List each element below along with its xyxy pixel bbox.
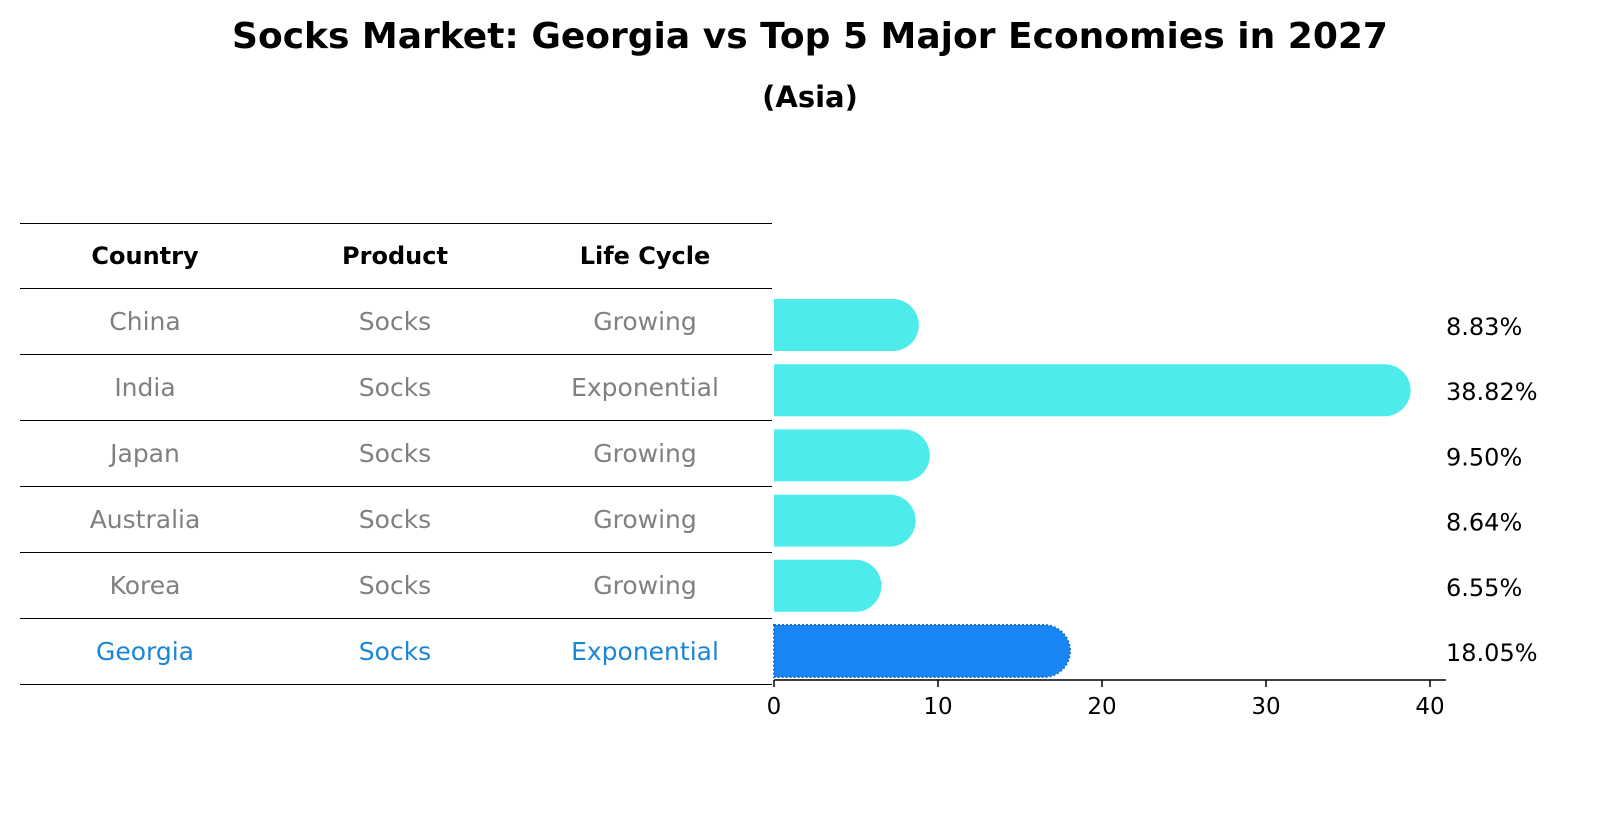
bar-chart: 8.83% 38.82% 9.50% 8.64% 6.55% 18.05% 0 10 20 30 4… <box>767 299 1538 720</box>
data-label: 38.82% <box>1446 378 1538 406</box>
product-cell: Socks <box>358 571 432 600</box>
bar <box>774 494 916 547</box>
table-header-row: Country Product Life Cycle <box>20 223 772 289</box>
chart-subtitle: (Asia) <box>762 80 858 114</box>
table-row-highlighted: Georgia Socks Exponential <box>20 619 772 685</box>
table-row: Korea Socks Growing <box>20 553 772 619</box>
data-table: Country Product Life Cycle China Socks G… <box>20 223 772 685</box>
bar <box>774 364 1411 417</box>
table-row: China Socks Growing <box>20 289 772 355</box>
x-tick-label: 40 <box>1415 694 1444 720</box>
x-tick-label: 20 <box>1087 694 1116 720</box>
table-row: India Socks Exponential <box>20 355 772 421</box>
bar <box>773 624 1072 678</box>
country-cell: Australia <box>89 505 201 534</box>
x-tick-label: 30 <box>1251 694 1280 720</box>
bar <box>774 429 930 482</box>
product-cell: Socks <box>358 505 432 534</box>
table-row: Japan Socks Growing <box>20 421 772 487</box>
product-cell: Socks <box>358 373 432 402</box>
life-cycle-cell: Growing <box>593 307 697 336</box>
header-life-cycle: Life Cycle <box>579 242 711 270</box>
country-cell: China <box>109 307 181 336</box>
life-cycle-cell: Growing <box>593 439 697 468</box>
bar <box>774 299 919 351</box>
product-cell: Socks <box>358 637 432 666</box>
data-label: 9.50% <box>1446 443 1522 471</box>
product-cell: Socks <box>358 307 432 336</box>
data-label: 8.83% <box>1446 313 1522 341</box>
table-row: Australia Socks Growing <box>20 487 772 553</box>
life-cycle-cell: Exponential <box>571 637 719 666</box>
country-cell: India <box>114 373 176 402</box>
chart-title: Socks Market: Georgia vs Top 5 Major Eco… <box>232 16 1388 57</box>
life-cycle-cell: Growing <box>593 571 697 600</box>
life-cycle-cell: Growing <box>593 505 697 534</box>
header-product: Product <box>342 242 448 270</box>
product-cell: Socks <box>358 439 432 468</box>
bar <box>774 559 882 612</box>
data-label: 8.64% <box>1446 509 1522 537</box>
data-label: 18.05% <box>1446 639 1538 667</box>
x-tick-label: 0 <box>767 694 782 720</box>
life-cycle-cell: Exponential <box>571 373 719 402</box>
country-cell: Korea <box>109 571 181 600</box>
country-cell: Georgia <box>95 637 195 666</box>
x-tick-label: 10 <box>923 694 952 720</box>
header-country: Country <box>91 242 199 270</box>
country-cell: Japan <box>110 439 180 468</box>
data-label: 6.55% <box>1446 574 1522 602</box>
